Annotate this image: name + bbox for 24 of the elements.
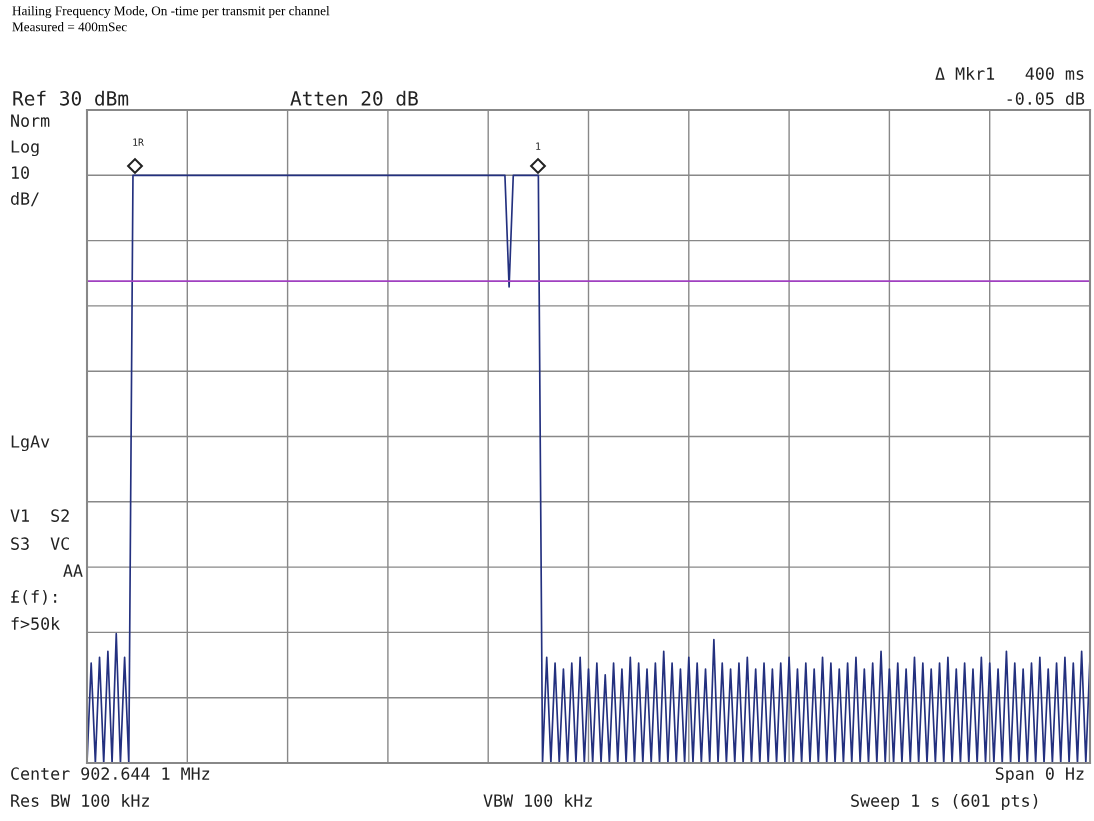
- chart-subtitle: Measured = 400mSec: [12, 22, 127, 32]
- text: V1 S2: [10, 509, 69, 522]
- text: 1R: [133, 138, 144, 146]
- text: Δ Mkr1: [935, 66, 995, 80]
- text: LgAv: [11, 435, 50, 452]
- text: 1: [536, 142, 541, 150]
- text: dB/: [11, 191, 39, 207]
- text: 400 ms: [1025, 67, 1084, 80]
- text: Sweep 1 s (601 pts): [851, 794, 1038, 811]
- text: S3 VC: [11, 537, 69, 550]
- text: Log: [11, 140, 39, 157]
- chart-title: Hailing Frequency Mode, On -time per transmit per channel: [12, 6, 330, 18]
- text: Ref 30 dBm: [13, 90, 129, 106]
- text: AA: [63, 564, 83, 577]
- text: Res BW 100 kHz: [11, 793, 149, 807]
- text: 10: [12, 166, 29, 179]
- text: -0.05 dB: [1007, 91, 1085, 105]
- text: VBW 100 kHz: [483, 793, 592, 807]
- text: Norm: [11, 114, 50, 127]
- text: Atten 20 dB: [290, 90, 418, 106]
- text: Center 902.644 1 MHz: [11, 767, 210, 780]
- text: Span 0 Hz: [995, 767, 1084, 784]
- text: £(f):: [11, 589, 57, 605]
- text: f>50k: [11, 616, 60, 630]
